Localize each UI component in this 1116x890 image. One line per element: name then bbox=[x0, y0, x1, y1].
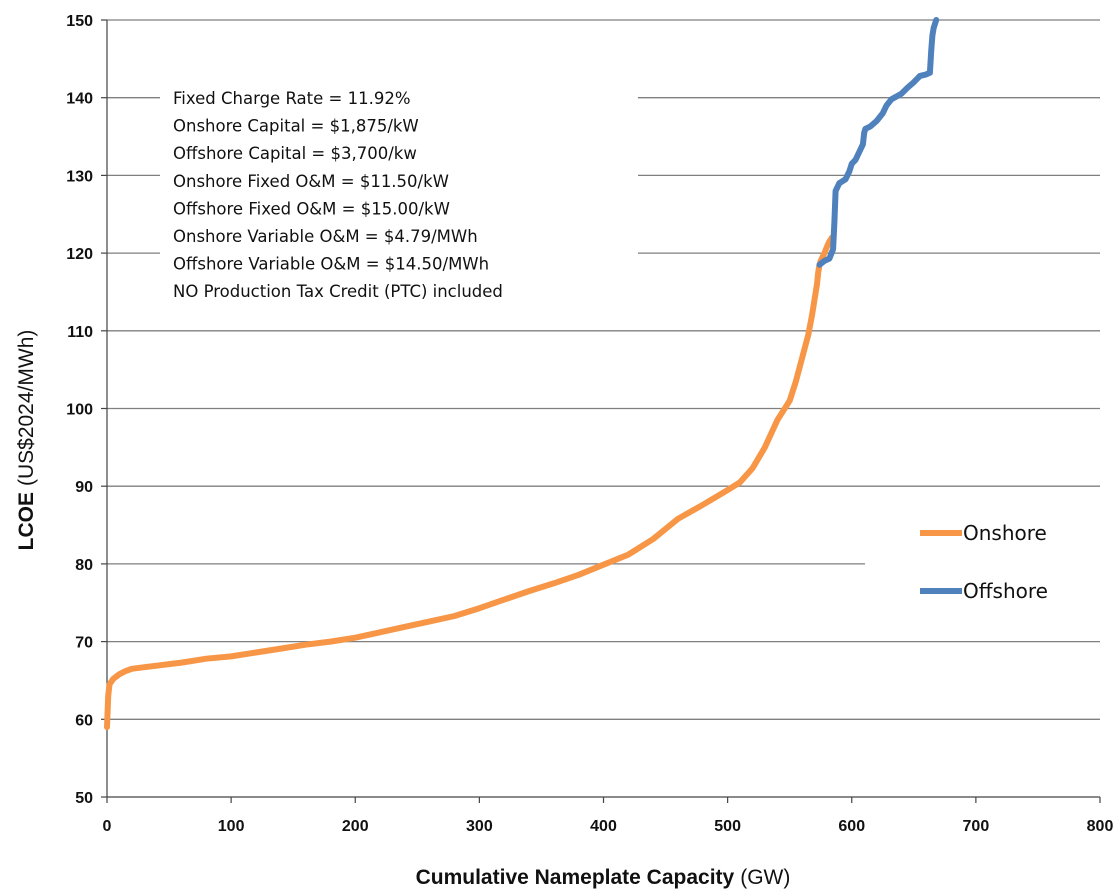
axis-ticks: 50 60 70 80 90 100 110 120 130 140 150 0 100 200 300 40… bbox=[66, 13, 1113, 835]
y-tick-label: 90 bbox=[75, 479, 93, 496]
annotation-background bbox=[160, 82, 638, 310]
y-tick-label: 130 bbox=[66, 168, 93, 185]
y-tick-label: 100 bbox=[66, 402, 93, 419]
y-tick-label: 70 bbox=[75, 635, 93, 652]
legend-background bbox=[865, 505, 1100, 625]
y-axis-title-main: LCOE bbox=[15, 492, 38, 550]
y-tick-label: 120 bbox=[66, 246, 93, 263]
x-tick-label: 700 bbox=[963, 818, 990, 835]
y-tick-label: 110 bbox=[67, 324, 93, 341]
data-series bbox=[104, 17, 940, 731]
y-tick-label: 140 bbox=[66, 91, 93, 108]
annotation-line: Onshore Fixed O&M = $11.50/kW bbox=[173, 172, 449, 191]
annotation-text: Fixed Charge Rate = 11.92% Onshore Capita… bbox=[173, 89, 503, 301]
x-tick-label: 500 bbox=[714, 818, 741, 835]
annotation-line: Onshore Capital = $1,875/kW bbox=[173, 117, 419, 136]
x-axis-title-unit: (GW) bbox=[740, 866, 790, 889]
annotation-line: NO Production Tax Credit (PTC) included bbox=[173, 282, 503, 301]
x-axis-title-main: Cumulative Nameplate Capacity bbox=[416, 866, 735, 889]
x-tick-label: 200 bbox=[342, 818, 369, 835]
annotation-line: Offshore Fixed O&M = $15.00/kW bbox=[173, 199, 450, 218]
x-tick-label: 400 bbox=[590, 818, 617, 835]
x-tick-label: 100 bbox=[218, 818, 245, 835]
x-tick-label: 800 bbox=[1087, 818, 1114, 835]
legend-box bbox=[865, 505, 1100, 625]
y-axis-title-unit: (US$2024/MWh) bbox=[15, 330, 38, 486]
x-axis-title: Cumulative Nameplate Capacity (GW) bbox=[416, 866, 791, 889]
annotation-line: Offshore Variable O&M = $14.50/MWh bbox=[173, 255, 489, 274]
y-axis-title: LCOE (US$2024/MWh) bbox=[15, 330, 38, 551]
legend-label-onshore: Onshore bbox=[963, 521, 1047, 545]
y-tick-label: 50 bbox=[75, 790, 93, 807]
series-line-offshore bbox=[816, 17, 940, 268]
x-tick-label: 300 bbox=[466, 818, 493, 835]
series-line-onshore bbox=[104, 234, 835, 731]
annotation-line: Offshore Capital = $3,700/kw bbox=[173, 144, 417, 163]
annotation-line: Onshore Variable O&M = $4.79/MWh bbox=[173, 227, 478, 246]
y-tick-label: 150 bbox=[66, 13, 93, 30]
y-tick-label: 60 bbox=[75, 712, 93, 729]
x-tick-label: 0 bbox=[103, 818, 112, 835]
legend-label-offshore: Offshore bbox=[963, 579, 1048, 603]
y-tick-label: 80 bbox=[75, 557, 93, 574]
legend: Onshore Offshore bbox=[920, 521, 1048, 603]
annotation-box bbox=[160, 82, 638, 310]
x-tick-label: 600 bbox=[838, 818, 865, 835]
annotation-line: Fixed Charge Rate = 11.92% bbox=[173, 89, 411, 108]
